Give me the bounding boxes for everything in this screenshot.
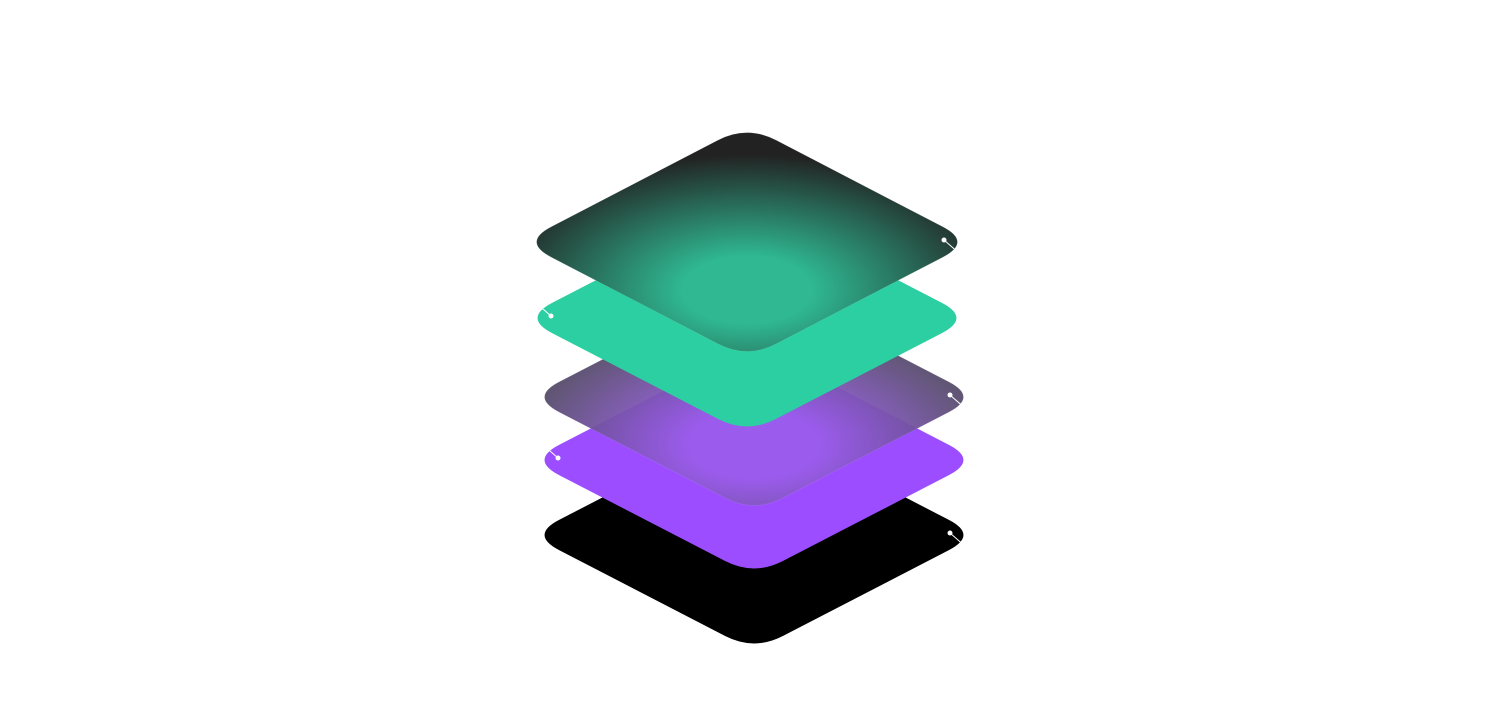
layer-black-bottom-leader-line bbox=[949, 532, 967, 548]
layer-green-solid-marker-dot bbox=[548, 313, 554, 319]
layer-green-glow-marker-dot bbox=[941, 237, 947, 243]
layer-purple-glow-leader-line bbox=[949, 394, 967, 410]
layer-green-glow-plate bbox=[536, 132, 958, 352]
layer-purple-solid-marker-dot bbox=[555, 455, 561, 461]
layer-green-glow-leader-line bbox=[943, 239, 961, 255]
layer-purple-solid-leader-line bbox=[541, 443, 559, 459]
stack-layers-group bbox=[534, 132, 967, 644]
layer-black-bottom-marker-dot bbox=[947, 530, 953, 536]
layer-green-glow bbox=[536, 132, 961, 352]
layer-purple-glow-marker-dot bbox=[947, 392, 953, 398]
layer-green-solid-leader-line bbox=[534, 301, 552, 317]
